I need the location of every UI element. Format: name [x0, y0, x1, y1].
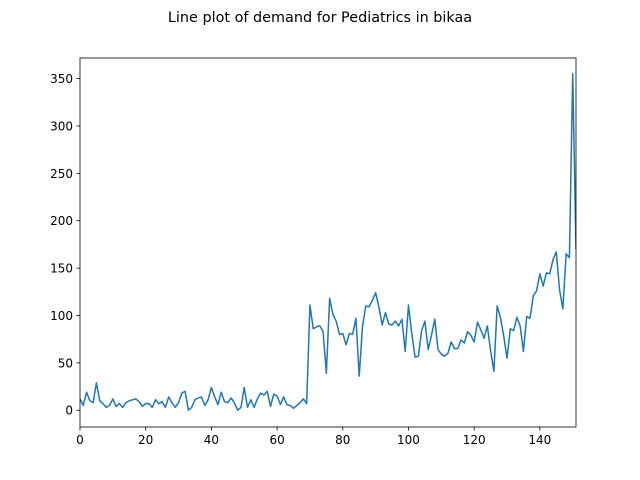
- plot-area: [79, 57, 577, 428]
- y-tick-label: 250: [50, 167, 73, 181]
- y-tick-label: 200: [50, 214, 73, 228]
- y-tick-label: 50: [58, 356, 73, 370]
- y-tick-label: 150: [50, 262, 73, 276]
- x-tick-label: 60: [269, 433, 284, 447]
- y-tick-label: 0: [65, 404, 73, 418]
- x-tick-label: 40: [204, 433, 219, 447]
- x-tick-label: 120: [463, 433, 486, 447]
- x-tick-label: 0: [76, 433, 84, 447]
- x-tick-label: 140: [528, 433, 551, 447]
- x-tick-label: 100: [397, 433, 420, 447]
- x-tick-label: 80: [335, 433, 350, 447]
- y-tick-label: 350: [50, 72, 73, 86]
- chart-title: Line plot of demand for Pediatrics in bi…: [168, 10, 472, 26]
- axis-ticks: 0 20 40 60 80 100 120 140 0 50 100 150 200 250 300 350: [50, 72, 551, 447]
- series-line: [80, 73, 576, 411]
- axes-frame: [79, 57, 577, 428]
- x-tick-label: 20: [138, 433, 153, 447]
- y-tick-label: 100: [50, 309, 73, 323]
- y-tick-label: 300: [50, 119, 73, 133]
